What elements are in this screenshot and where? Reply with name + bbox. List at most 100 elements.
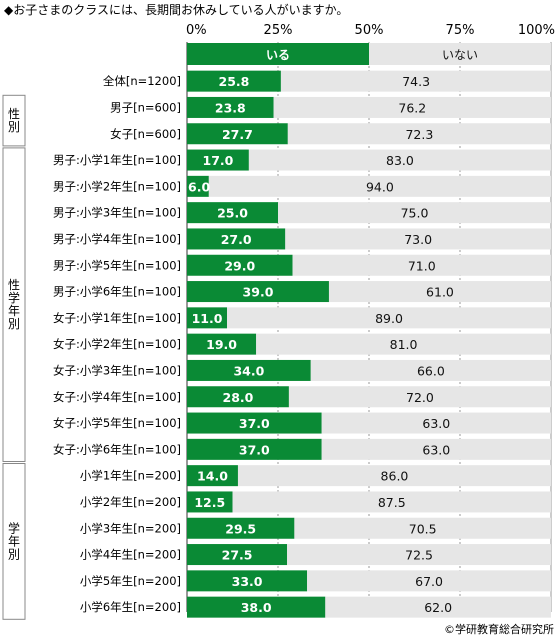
category-label: 女子:小学2年生[n=100] — [53, 337, 181, 351]
bar-inai — [208, 175, 551, 197]
bar-iru — [187, 517, 295, 539]
group-label-char: 性 — [8, 278, 20, 292]
group-label-char: 別 — [8, 120, 20, 134]
bar-inai — [321, 412, 551, 434]
value-label-iru: 25.0 — [217, 206, 248, 221]
bar-row: 女子:小学1年生[n=100] 11.0 89.0 — [53, 307, 552, 329]
bar-inai — [278, 202, 551, 224]
category-label: 女子:小学6年生[n=100] — [53, 442, 181, 456]
bar-iru — [187, 491, 233, 513]
bar-inai — [273, 96, 551, 118]
value-label-inai: 72.5 — [405, 548, 433, 563]
bar-row: 女子[n=600] 27.7 72.3 — [110, 123, 551, 145]
bar-row: 男子:小学1年生[n=100] 17.0 83.0 — [53, 149, 551, 171]
value-label-inai: 86.0 — [381, 469, 409, 484]
bar-iru — [187, 307, 228, 329]
bar-row: 女子:小学5年生[n=100] 37.0 63.0 — [53, 412, 551, 434]
value-label-inai: 61.0 — [426, 285, 454, 300]
value-label-iru: 39.0 — [243, 285, 274, 300]
bar-inai — [294, 517, 551, 539]
bar-iru — [187, 281, 329, 303]
bar-inai — [287, 123, 551, 145]
bar-iru — [187, 544, 288, 566]
category-label: 全体[n=1200] — [103, 74, 181, 88]
bar-row: 男子:小学6年生[n=100] 39.0 61.0 — [53, 281, 551, 303]
bar-inai — [256, 333, 551, 355]
bar-inai — [227, 307, 552, 329]
value-label-iru: 25.8 — [219, 74, 250, 89]
chart-title: ◆お子さまのクラスには、長期間お休みしている人がいますか。 — [4, 2, 348, 17]
group-bracket: 性別 — [2, 94, 26, 147]
category-label: 女子:小学4年生[n=100] — [53, 390, 181, 404]
bar-row: 女子:小学6年生[n=100] 37.0 63.0 — [53, 438, 551, 460]
bar-inai — [280, 70, 551, 92]
bar-iru — [187, 438, 322, 460]
bar-iru — [187, 202, 278, 224]
x-tick-label: 100% — [518, 23, 555, 38]
value-label-inai: 83.0 — [386, 153, 414, 168]
bar-row: 小学2年生[n=200] 12.5 87.5 — [80, 491, 551, 513]
value-label-inai: 94.0 — [366, 179, 394, 194]
value-label-iru: 11.0 — [192, 311, 223, 326]
bar-inai — [325, 596, 551, 618]
value-label-iru: 29.0 — [224, 258, 255, 273]
value-label-inai: 63.0 — [422, 442, 450, 457]
value-label-inai: 70.5 — [409, 521, 437, 536]
bar-inai — [328, 281, 551, 303]
category-label: 小学3年生[n=200] — [80, 521, 181, 535]
source-credit: ©学研教育総合研究所 — [444, 622, 554, 636]
value-label-iru: 28.0 — [223, 390, 254, 405]
bar-row: 女子:小学3年生[n=100] 34.0 66.0 — [53, 359, 551, 381]
bar-iru — [187, 70, 281, 92]
value-label-inai: 67.0 — [415, 574, 443, 589]
value-label-iru: 37.0 — [239, 416, 270, 431]
legend-swatch-iru — [187, 43, 369, 65]
bar-inai — [321, 438, 551, 460]
group-label-char: 学 — [8, 520, 20, 535]
value-label-inai: 87.5 — [378, 495, 406, 510]
bar-inai — [310, 359, 551, 381]
value-label-iru: 27.7 — [222, 127, 253, 142]
category-label: 小学2年生[n=200] — [80, 495, 181, 509]
value-label-iru: 6.0 — [188, 179, 210, 194]
category-label: 小学5年生[n=200] — [80, 574, 181, 588]
category-label: 男子:小学2年生[n=100] — [53, 179, 181, 193]
bar-row: 男子:小学4年生[n=100] 27.0 73.0 — [53, 228, 551, 250]
bar-row: 男子:小学3年生[n=100] 25.0 75.0 — [53, 202, 551, 224]
value-label-inai: 63.0 — [422, 416, 450, 431]
value-label-iru: 29.5 — [225, 521, 256, 536]
bar-row: 男子:小学2年生[n=100] 6.0 94.0 — [53, 175, 551, 197]
group-label-char: 学 — [8, 290, 20, 305]
bar-row: 小学1年生[n=200] 14.0 86.0 — [80, 465, 551, 487]
bar-iru — [187, 149, 249, 171]
category-label: 女子:小学5年生[n=100] — [53, 416, 181, 430]
x-tick-label: 25% — [264, 23, 293, 38]
value-label-inai: 62.0 — [424, 600, 452, 615]
category-label: 男子:小学1年生[n=100] — [53, 153, 181, 167]
bar-inai — [248, 149, 551, 171]
legend-label-iru: いる — [266, 48, 290, 62]
group-label-char: 別 — [8, 547, 20, 561]
value-label-inai: 74.3 — [402, 74, 430, 89]
value-label-iru: 27.5 — [222, 548, 253, 563]
legend-swatch-inai — [369, 43, 551, 65]
value-label-inai: 71.0 — [408, 258, 436, 273]
group-box — [2, 147, 26, 462]
value-label-iru: 27.0 — [221, 232, 252, 247]
bar-row: 小学6年生[n=200] 38.0 62.0 — [80, 596, 551, 618]
group-box — [2, 463, 26, 620]
bar-iru — [187, 123, 288, 145]
value-label-iru: 34.0 — [233, 363, 264, 378]
category-label: 男子:小学6年生[n=100] — [53, 285, 181, 299]
category-label: 男子:小学3年生[n=100] — [53, 206, 181, 220]
category-label: 小学1年生[n=200] — [80, 469, 181, 483]
value-label-inai: 81.0 — [390, 337, 418, 352]
bar-iru — [187, 412, 322, 434]
group-label-char: 年 — [8, 304, 20, 318]
bar-iru — [187, 175, 209, 197]
bar-iru — [187, 596, 326, 618]
bar-inai — [285, 228, 551, 250]
bar-row: 全体[n=1200] 25.8 74.3 — [103, 70, 551, 92]
